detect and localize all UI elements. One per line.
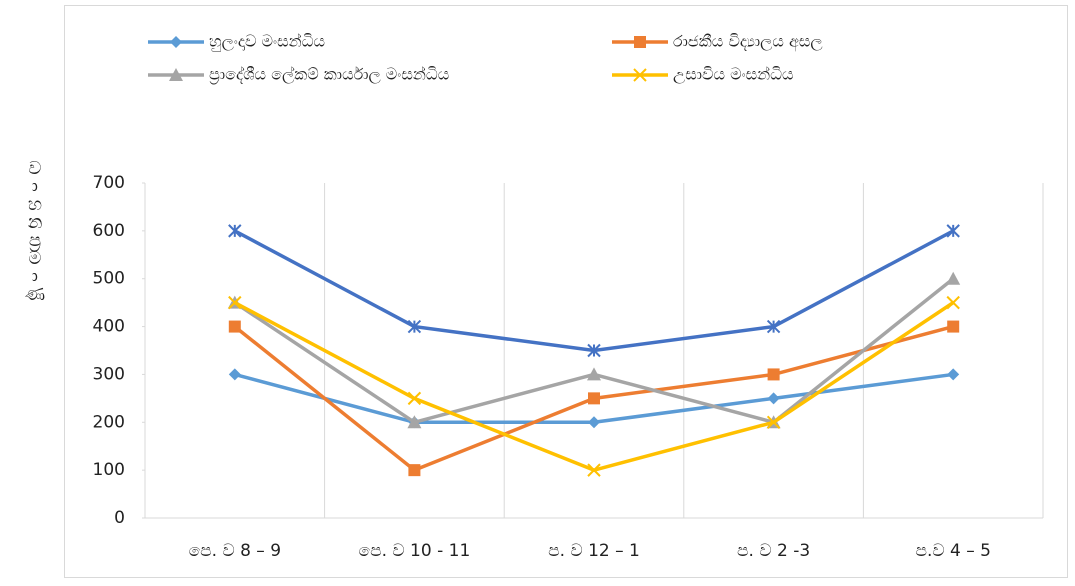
legend-label: රාජකීය විද්‍යාලය අසල [673,32,823,52]
x-tick-label: පෙ. ව 8 – 9 [189,541,281,561]
marker [169,68,183,81]
x-tick-label: ප.ව 4 – 5 [915,541,990,561]
marker [767,368,780,381]
marker [408,464,421,477]
y-tick-label: 700 [93,173,125,193]
marker [634,36,646,48]
chart-frame [64,5,1068,578]
marker [946,224,960,238]
marker [228,368,241,381]
legend-label: හුලංදාව මංසන්ධිය [209,32,325,52]
marker [767,392,780,405]
marker [766,415,781,429]
marker [588,416,600,429]
marker [588,392,600,405]
marker [587,343,601,358]
y-axis-label: වාහනප්‍රමාණ [25,160,46,304]
x-tick-label: ප. ව 12 – 1 [548,541,640,561]
marker [587,463,601,477]
y-tick-label: 300 [93,364,125,384]
x-tick-label: පෙ. ව 10 - 11 [359,541,471,561]
legend-label: උසාවිය මංසන්ධිය [673,65,794,85]
y-tick-label: 600 [93,221,125,241]
marker [946,295,960,310]
marker [633,68,647,82]
x-tick-label: ප. ව 2 -3 [737,541,810,561]
legend-label: ප්‍රාදේශීය ලේකම් කාර්යාල මංසන්ධිය [209,65,449,85]
marker [766,319,781,334]
y-tick-label: 200 [93,412,125,432]
marker [946,271,961,285]
y-tick-label: 0 [114,508,125,528]
y-tick-label: 500 [93,269,125,289]
marker [947,368,960,381]
marker [228,295,242,310]
marker [407,415,422,429]
marker [587,367,601,381]
marker [947,320,960,333]
marker [228,320,241,333]
marker [407,391,422,406]
marker [170,36,182,48]
y-tick-label: 400 [93,317,125,337]
marker [228,224,242,238]
marker [407,319,422,334]
y-tick-label: 100 [93,460,125,480]
